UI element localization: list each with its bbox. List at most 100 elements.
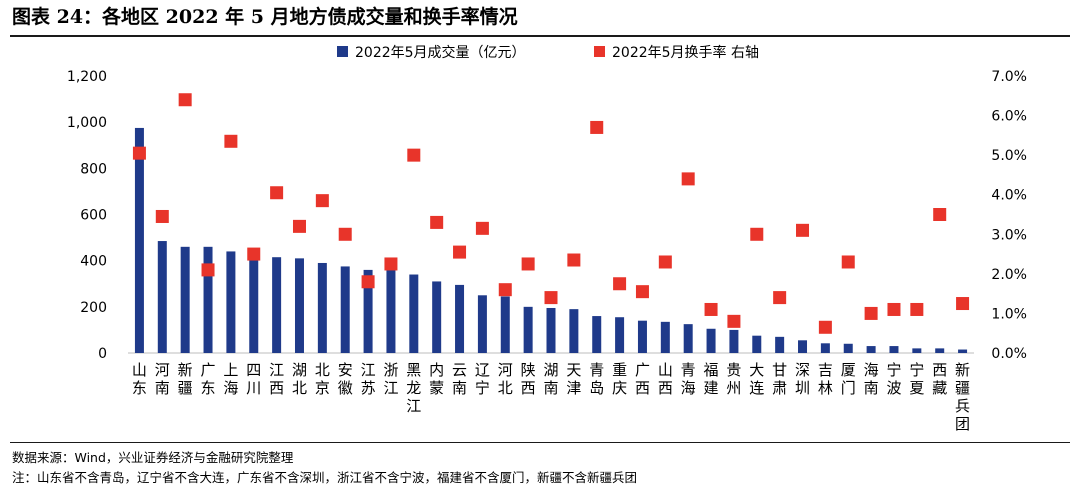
bar	[455, 284, 465, 353]
legend-scatter-swatch	[594, 46, 605, 57]
category-label: 湖南	[543, 361, 558, 397]
bar	[180, 246, 190, 353]
scatter-point	[270, 186, 284, 200]
bar	[615, 317, 625, 353]
category-label: 山东	[132, 361, 147, 397]
scatter-point	[567, 253, 581, 267]
bar	[386, 269, 396, 353]
y-right-tick-label: 5.0%	[991, 148, 1027, 164]
scatter-point	[773, 291, 787, 305]
bar	[637, 320, 647, 353]
bar	[660, 321, 670, 353]
bar	[272, 257, 282, 353]
source-note: 数据来源：Wind，兴业证券经济与金融研究院整理	[12, 450, 294, 465]
bar	[249, 256, 259, 353]
category-label: 重庆	[612, 361, 627, 397]
bar	[317, 262, 327, 353]
bar	[432, 281, 442, 353]
bar	[477, 295, 487, 353]
scatter-point	[315, 194, 329, 208]
legend-bar-swatch	[337, 46, 348, 57]
y-left-tick-label: 600	[80, 208, 107, 224]
scatter-point	[933, 208, 947, 221]
scatter-point	[658, 255, 672, 269]
scatter-point	[453, 245, 467, 259]
x-axis-labels: 山东河南新疆广东上海四川江西湖北北京安徽江苏浙江黑龙江内蒙云南辽宁河北陕西湖南天…	[132, 361, 970, 433]
bar	[912, 348, 922, 353]
bar	[569, 309, 579, 353]
scatter-point	[155, 209, 169, 223]
scatter-point	[818, 320, 832, 334]
y-left-tick-label: 400	[80, 254, 107, 270]
scatter-point	[956, 297, 970, 311]
category-label: 大连	[749, 361, 764, 397]
legend-scatter-label: 2022年5月换手率 右轴	[612, 44, 759, 61]
legend: 2022年5月成交量（亿元） 2022年5月换手率 右轴	[337, 44, 759, 61]
category-label: 深圳	[795, 361, 810, 397]
scatter-point	[178, 93, 192, 107]
scatter-point	[384, 257, 398, 271]
category-label: 河南	[155, 361, 170, 397]
scatter-point	[590, 120, 604, 134]
scatter-point	[292, 219, 306, 233]
category-label: 黑龙江	[406, 361, 421, 415]
scatter-point	[841, 255, 855, 269]
scatter-point	[910, 302, 924, 316]
footer-divider	[10, 442, 1070, 443]
scatter-point	[727, 314, 741, 328]
bar	[935, 348, 945, 353]
chart-axes: 0 200 400 600 800 1,000 1,200 0.0% 1.0% 2.0% 3.0% 4…	[67, 69, 1027, 362]
figure-title: 图表 24：各地区 2022 年 5 月地方债成交量和换手率情况	[12, 6, 518, 28]
category-label: 安徽	[338, 361, 353, 397]
category-label: 江西	[269, 361, 284, 397]
category-label: 宁夏	[909, 361, 924, 397]
category-label: 新疆	[178, 361, 193, 397]
scatter-point	[361, 275, 375, 289]
category-label: 四川	[246, 361, 261, 397]
bar	[294, 258, 304, 353]
bar	[798, 340, 808, 353]
category-label: 上海	[223, 361, 238, 397]
bar	[363, 269, 373, 353]
bar	[775, 336, 785, 353]
category-label: 新疆兵团	[955, 361, 970, 433]
category-label: 厦门	[841, 361, 856, 397]
title-divider	[10, 35, 1070, 37]
y-right-tick-label: 3.0%	[991, 227, 1027, 243]
category-label: 福建	[704, 361, 719, 397]
scatter-point	[430, 215, 444, 229]
footnote: 注：山东省不含青岛，辽宁省不含大连，广东省不含深圳，浙江省不含宁波，福建省不含厦…	[12, 470, 638, 485]
category-label: 北京	[315, 361, 330, 397]
scatter-point	[475, 221, 489, 235]
scatter-point	[704, 302, 718, 316]
category-label: 广西	[635, 361, 650, 397]
bar	[843, 343, 853, 353]
y-right-tick-label: 7.0%	[991, 69, 1027, 85]
bar	[226, 251, 236, 353]
bar	[546, 307, 556, 353]
category-label: 西藏	[932, 361, 947, 397]
bar	[752, 335, 762, 353]
category-label: 山西	[658, 361, 673, 397]
bar	[340, 266, 350, 353]
scatter-point	[132, 146, 146, 160]
bar	[820, 343, 830, 353]
category-label: 湖北	[292, 361, 307, 397]
y-left-tick-label: 1,200	[67, 69, 107, 85]
bar	[500, 296, 510, 353]
bar	[866, 346, 876, 353]
category-label: 陕西	[521, 361, 536, 397]
category-label: 内蒙	[429, 361, 444, 397]
bar	[889, 346, 899, 353]
scatter-point	[498, 283, 512, 297]
bar	[203, 246, 213, 353]
category-label: 青海	[681, 361, 696, 397]
bar-series	[134, 127, 968, 353]
scatter-series	[132, 93, 970, 334]
category-label: 广东	[201, 361, 216, 397]
scatter-point	[750, 227, 764, 241]
y-left-tick-label: 800	[80, 161, 107, 177]
y-right-tick-label: 0.0%	[991, 346, 1027, 362]
scatter-point	[635, 285, 649, 299]
category-label: 宁波	[886, 361, 901, 397]
